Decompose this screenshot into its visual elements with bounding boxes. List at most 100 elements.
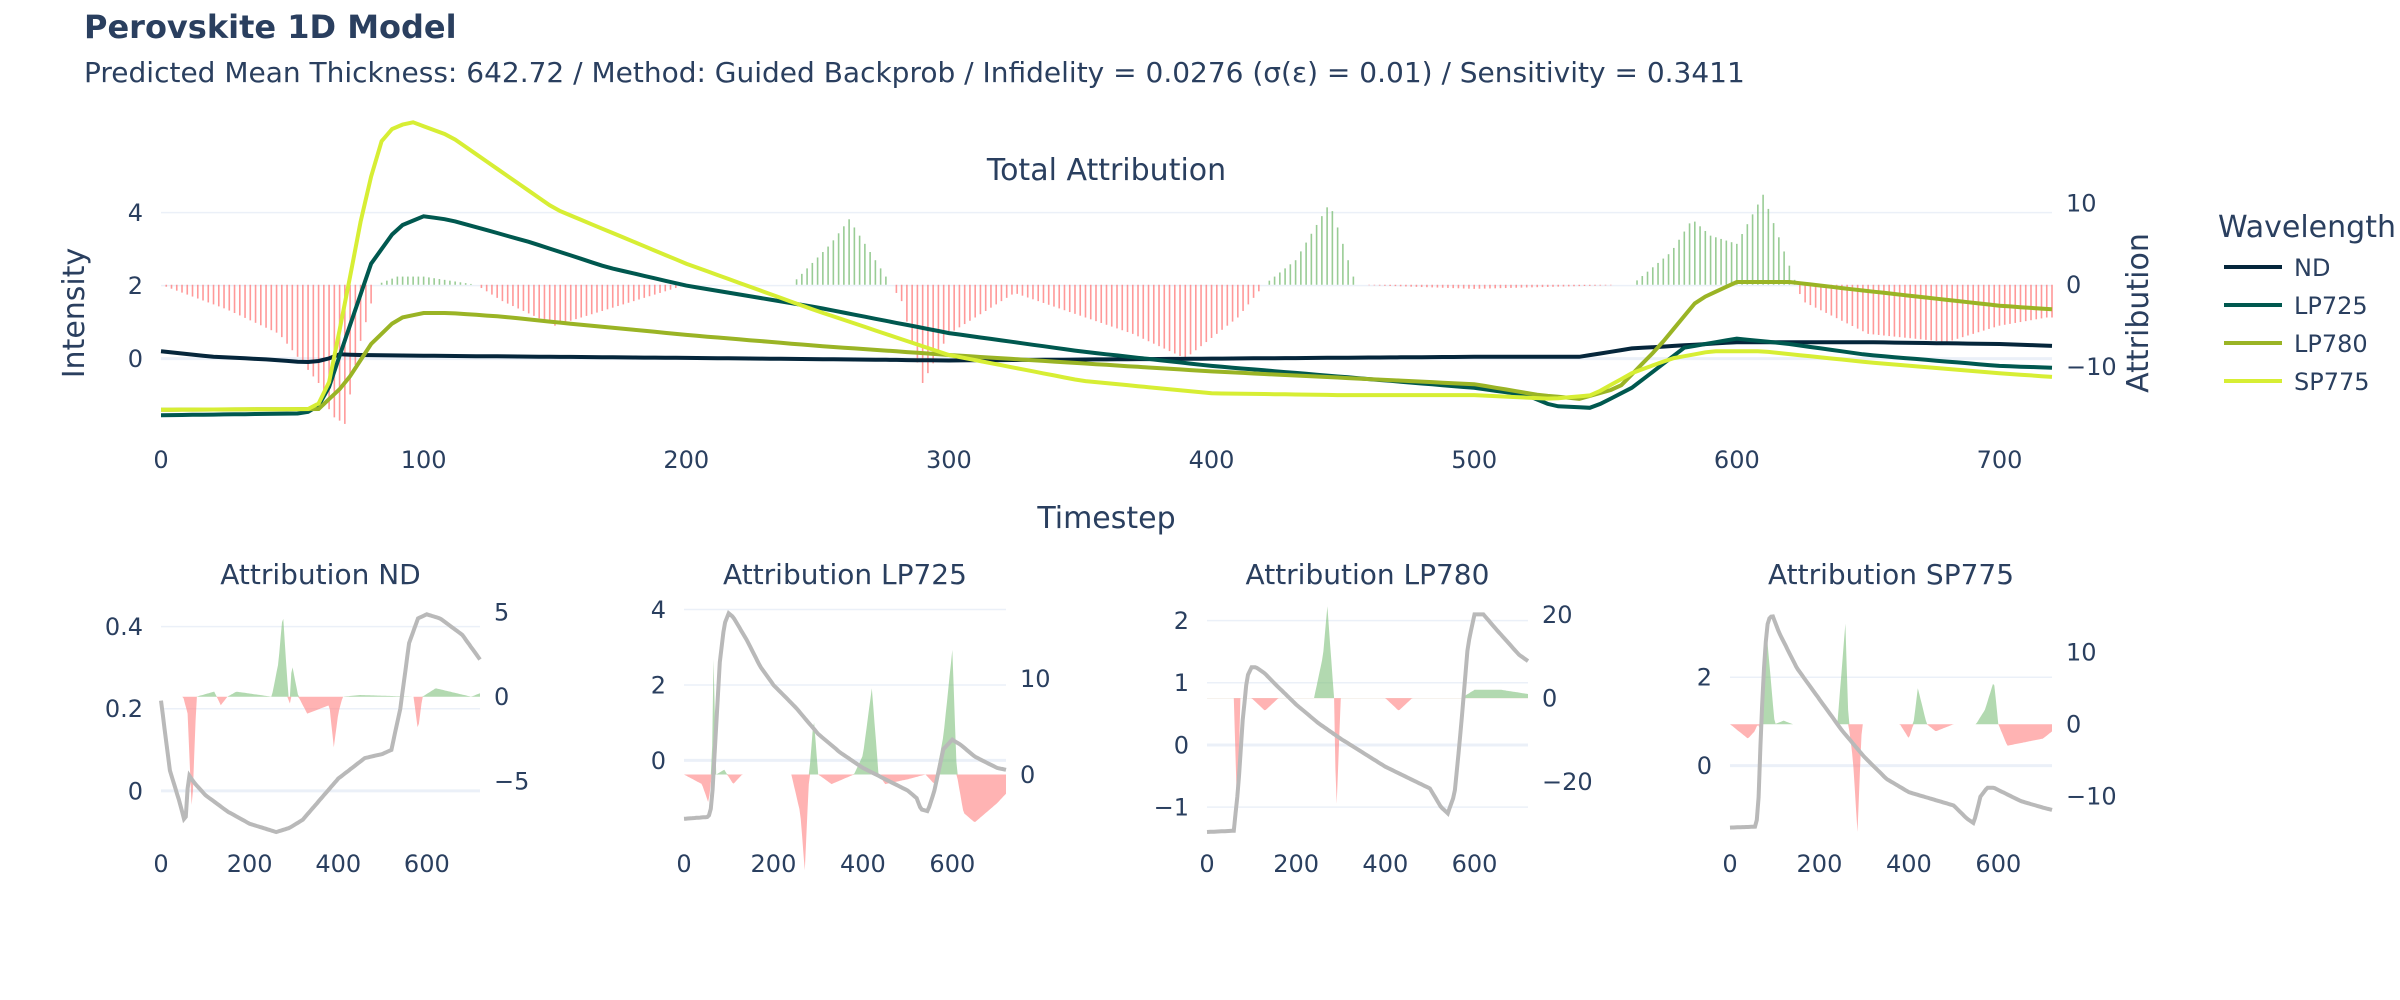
negative-attribution-area: [1730, 724, 2052, 832]
x-tick-label: 200: [1273, 850, 1319, 878]
positive-attribution-area: [1730, 623, 2052, 725]
chart-title: Attribution SP775: [1768, 558, 2014, 591]
attribution-bar: [1531, 284, 1533, 288]
attribution-bar: [1594, 284, 1596, 286]
attribution-bar: [270, 284, 273, 331]
attribution-bar: [843, 226, 845, 285]
attribution-bar: [2035, 284, 2038, 320]
attribution-bar: [538, 284, 540, 319]
attribution-bar: [1216, 284, 1218, 334]
attribution-bar: [1757, 204, 1759, 285]
attribution-bar: [1783, 251, 1785, 285]
attribution-bar: [386, 280, 388, 285]
attribution-bar: [958, 284, 961, 328]
attribution-bar: [233, 284, 236, 313]
attribution-bar: [617, 284, 619, 307]
attribution-bar: [1841, 284, 1843, 321]
attribution-bar: [948, 284, 950, 334]
y2-tick-label: 0: [1542, 685, 1557, 713]
attribution-bar: [1988, 284, 1990, 329]
y2-tick-label: −10: [2066, 353, 2117, 381]
x-tick-label: 600: [929, 850, 975, 878]
attribution-bar: [1909, 284, 1911, 339]
attribution-bar: [1410, 284, 1412, 287]
attribution-bar: [1142, 284, 1145, 339]
attribution-bar: [811, 262, 814, 285]
attribution-bar: [895, 284, 898, 293]
attribution-bar: [1284, 268, 1286, 285]
attribution-bar: [911, 284, 913, 343]
attribution-bar: [291, 284, 294, 351]
attribution-bar: [1609, 284, 1612, 286]
y2-tick-label: −5: [494, 768, 529, 796]
legend-label-nd: ND: [2294, 254, 2330, 282]
attribution-bar: [1431, 284, 1433, 288]
attribution-bar: [942, 284, 945, 344]
attribution-bar: [1173, 284, 1176, 354]
chart-title: Total Attribution: [986, 153, 1226, 188]
attribution-bar: [354, 284, 357, 365]
attribution-bar: [186, 284, 189, 295]
attribution-bar: [2045, 284, 2048, 318]
y-tick-label: 0: [1697, 752, 1712, 780]
attribution-bar: [1725, 240, 1728, 285]
attribution-bar: [1751, 214, 1754, 285]
attribution-bar: [853, 227, 856, 285]
attribution-bar: [1321, 216, 1323, 285]
x-tick-label: 200: [751, 850, 797, 878]
attribution-bar: [1441, 284, 1444, 288]
attribution-bar: [480, 284, 483, 289]
attribution-bar: [459, 282, 462, 285]
y2-tick-label: 5: [494, 599, 509, 627]
attribution-bar: [1079, 284, 1082, 316]
attribution-bar: [1258, 284, 1260, 292]
attribution-bar: [1835, 284, 1838, 319]
attribution-bar: [1930, 284, 1932, 341]
attribution-bar: [643, 284, 646, 298]
y-tick-label: 2: [651, 671, 666, 699]
attribution-bar: [323, 284, 325, 397]
attribution-bar: [1457, 284, 1460, 289]
attribution-bar: [1384, 284, 1386, 286]
chart-panel-3: 0 200 400 600 −1 0 1 2 −20 0 20 Attribution LP780: [1154, 558, 1593, 878]
y2-tick-label: 10: [2066, 639, 2097, 667]
attribution-bar: [1846, 284, 1848, 324]
attribution-bar: [517, 284, 519, 309]
legend-label-lp725: LP725: [2294, 292, 2368, 320]
attribution-bar: [1462, 284, 1465, 289]
x-tick-label: 0: [676, 850, 691, 878]
attribution-bar: [1415, 284, 1418, 287]
attribution-bar: [1294, 260, 1297, 285]
x-tick-label: 200: [663, 446, 709, 474]
y2-tick-label: 0: [494, 683, 509, 711]
attribution-bar: [238, 284, 241, 316]
attribution-bar: [580, 284, 583, 318]
x-tick-label: 700: [1977, 446, 2023, 474]
attribution-bar: [1352, 276, 1355, 285]
attribution-bar: [365, 284, 367, 323]
attribution-bar: [900, 284, 903, 302]
attribution-bar: [1226, 284, 1229, 326]
attribution-bar: [1032, 284, 1034, 300]
attribution-bar: [391, 278, 393, 285]
chart-panel-4: 0 200 400 600 0 2 −10 0 10 Attribution SP775: [1697, 558, 2117, 878]
attribution-bar: [1919, 284, 1922, 340]
attribution-bar: [2019, 284, 2022, 323]
attribution-bar: [1788, 265, 1791, 285]
x-tick-label: 300: [926, 446, 972, 474]
attribution-bar: [1389, 284, 1391, 286]
attribution-bar: [1315, 224, 1318, 285]
attribution-bar: [412, 276, 414, 285]
attribution-bar: [1720, 238, 1722, 285]
attribution-bar: [1184, 284, 1187, 359]
attribution-bar: [1116, 284, 1118, 329]
attribution-bar: [974, 284, 976, 318]
x-tick-label: 400: [1886, 850, 1932, 878]
x-tick-label: 600: [1452, 850, 1498, 878]
attribution-bar: [1194, 284, 1197, 351]
attribution-bar: [1546, 284, 1549, 287]
attribution-bar: [1058, 284, 1061, 309]
attribution-bar: [1405, 284, 1407, 287]
attribution-bar: [2024, 284, 2027, 322]
